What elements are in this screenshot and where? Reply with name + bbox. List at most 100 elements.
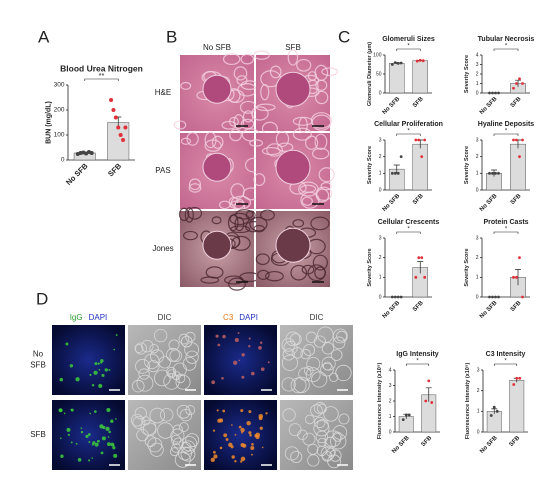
data-point	[414, 276, 417, 279]
y-tick-label: 2	[477, 388, 480, 394]
signal	[88, 433, 91, 436]
data-point	[497, 296, 500, 299]
row-label: SFB	[30, 430, 46, 439]
y-tick-label: 100	[54, 132, 65, 139]
x-tick-label: No SFB	[479, 96, 499, 116]
row-label: PAS	[155, 166, 170, 175]
signal	[262, 447, 264, 449]
y-tick-label: 3	[379, 137, 382, 143]
data-point	[488, 296, 491, 299]
signal	[260, 342, 262, 344]
signal	[221, 377, 224, 380]
signal	[108, 369, 110, 371]
signal	[65, 343, 68, 346]
signal	[60, 378, 64, 382]
x-tick-label: No SFB	[479, 435, 499, 455]
data-point	[423, 139, 426, 142]
bar	[510, 144, 525, 190]
signal	[238, 332, 240, 334]
signal	[101, 374, 104, 377]
signal	[85, 435, 88, 438]
signal	[81, 431, 83, 433]
data-point	[123, 126, 127, 130]
data-point	[419, 59, 422, 62]
data-point	[414, 139, 417, 142]
signal	[217, 409, 219, 411]
data-point	[512, 276, 515, 279]
x-tick-label: No SFB	[479, 193, 499, 213]
glomerulus	[203, 75, 231, 103]
y-tick-label: 200	[54, 107, 65, 114]
data-point	[397, 172, 400, 175]
signal	[226, 438, 229, 441]
signal	[78, 458, 82, 462]
signal	[258, 346, 262, 350]
column-label-part: DIC	[158, 313, 172, 322]
signal	[88, 459, 90, 461]
data-point	[496, 410, 499, 413]
panel-label: D	[36, 289, 48, 308]
data-point	[518, 256, 521, 259]
signal	[268, 361, 270, 363]
data-point	[491, 92, 494, 95]
y-tick-label: 50	[376, 71, 382, 77]
data-point	[391, 63, 394, 66]
signal	[235, 434, 237, 436]
y-axis-label: Severity Score	[367, 146, 373, 184]
data-point	[512, 87, 515, 90]
bar	[510, 380, 524, 432]
panel-label: A	[38, 27, 50, 46]
signal	[223, 433, 227, 437]
signal	[100, 359, 103, 362]
x-tick-label: No SFB	[382, 193, 402, 213]
y-tick-label: 0	[477, 429, 480, 435]
data-point	[497, 172, 500, 175]
data-point	[491, 296, 494, 299]
signal	[231, 424, 233, 426]
x-tick-label: SFB	[412, 96, 425, 109]
signal	[217, 344, 220, 347]
data-point	[521, 139, 524, 142]
y-tick-label: 4	[389, 367, 392, 373]
data-point	[394, 61, 397, 64]
data-point	[116, 126, 120, 130]
signal	[213, 430, 215, 432]
x-tick-label: SFB	[421, 435, 434, 448]
y-tick-label: 2	[379, 154, 382, 160]
data-point	[521, 82, 524, 85]
signal	[108, 436, 110, 438]
signal	[113, 349, 115, 351]
signal	[101, 451, 104, 454]
data-point	[394, 296, 397, 299]
data-point	[494, 92, 497, 95]
signal	[239, 426, 242, 429]
data-point	[493, 406, 496, 409]
signal	[68, 434, 70, 436]
data-point	[391, 296, 394, 299]
glomerulus	[203, 231, 231, 259]
y-tick-label: 1	[389, 414, 392, 420]
signal	[99, 369, 101, 371]
signal	[115, 418, 117, 420]
column-label: DIC	[158, 313, 172, 322]
signal	[99, 424, 103, 428]
signal	[97, 440, 100, 443]
signal	[220, 447, 223, 450]
data-point	[512, 139, 515, 142]
data-point	[422, 59, 425, 62]
x-tick-label: SFB	[412, 193, 425, 206]
micrograph	[52, 325, 125, 395]
data-point	[423, 276, 426, 279]
y-tick-label: 0	[389, 429, 392, 435]
row-label: H&E	[155, 88, 171, 97]
significance: *	[505, 44, 508, 50]
data-point	[397, 296, 400, 299]
column-label-part: C3	[223, 313, 234, 322]
data-point	[488, 172, 491, 175]
data-point	[515, 82, 518, 85]
y-axis-label: Fluorescence Intensity (x10⁵)	[465, 363, 471, 440]
data-point	[497, 92, 500, 95]
signal	[238, 360, 240, 362]
x-tick-label: No SFB	[382, 300, 402, 320]
data-point	[109, 98, 113, 102]
